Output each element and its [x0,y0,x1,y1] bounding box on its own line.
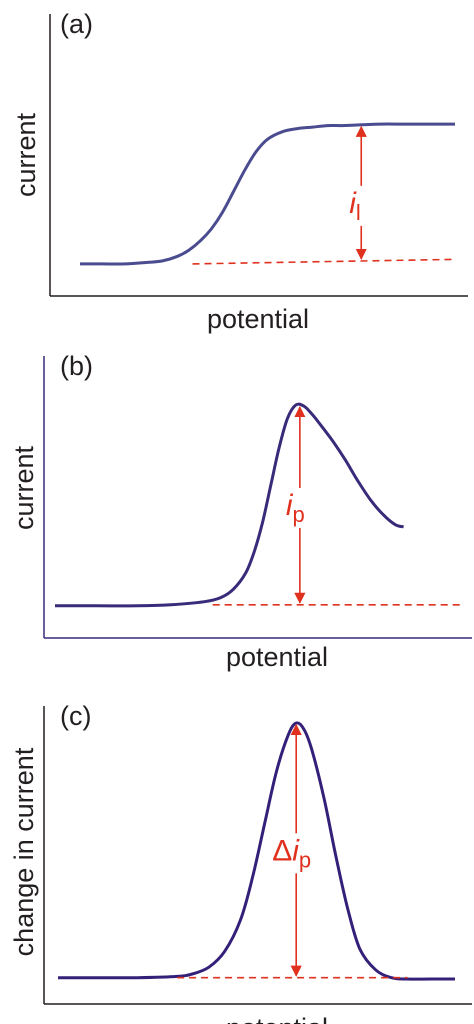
panel-b-x-axis-title: potential [226,642,328,672]
panel-c-annotation-symbol: i [292,834,300,867]
panel-c: (c) change in current potential Δip [9,701,472,1024]
panel-b-label: (b) [60,351,93,381]
panel-b-annotation-subscript: p [293,502,305,527]
panel-b-annotation-backing [283,487,307,528]
panel-a-annotation-backing [347,185,363,226]
panel-a-series-line [80,122,455,266]
panel-c-annotation: Δip [272,834,311,872]
panel-a-annotation: il [349,187,361,225]
panel-b: (b) current potential ip [9,351,472,672]
panel-a-annotation-subscript: l [356,200,361,225]
panel-c-annotation-prefix: Δ [272,834,292,867]
panel-a-x-axis-title: potential [207,304,309,334]
panel-b-annotation-symbol: i [286,489,294,522]
panel-c-y-axis-title: change in current [9,747,39,956]
panel-c-x-axis-title: potential [226,1013,328,1024]
panel-c-label: (c) [60,701,91,731]
panel-a-y-axis-title: current [11,112,41,197]
panel-a-label: (a) [60,9,93,39]
panel-c-series-line [58,721,455,981]
panel-b-y-axis-title: current [9,445,39,530]
panel-a: (a) current potential il [11,9,468,334]
panel-a-baseline [192,258,456,265]
panel-c-annotation-backing [270,833,314,874]
panel-c-annotation-subscript: p [299,847,311,872]
panel-b-series-line [55,402,404,608]
panel-b-annotation: ip [286,489,305,527]
panel-a-annotation-symbol: i [349,187,357,220]
